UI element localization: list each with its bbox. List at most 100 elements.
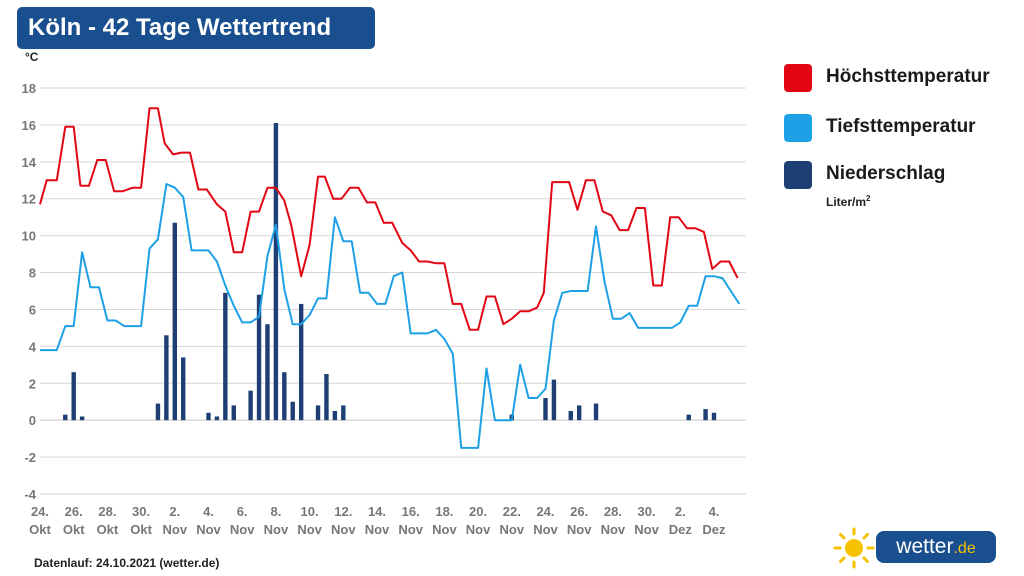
y-tick-label: -4 [24, 487, 36, 502]
x-tick-day: 30. [638, 504, 656, 519]
y-tick-label: 14 [22, 155, 37, 170]
precipitation-bar [256, 294, 262, 421]
x-tick-day: 4. [709, 504, 720, 519]
x-tick-day: 26. [65, 504, 83, 519]
y-tick-label: 6 [29, 302, 36, 317]
y-tick-label: 8 [29, 266, 36, 281]
data-run-note: Datenlauf: 24.10.2021 (wetter.de) [34, 556, 220, 570]
precipitation-bar [181, 357, 186, 421]
x-tick-month: Okt [29, 522, 51, 537]
precipitation-bar [63, 414, 68, 421]
precipitation-bar [551, 379, 557, 421]
precipitation-bar [282, 372, 287, 421]
precipitation-bar [155, 403, 161, 421]
sun-icon [833, 527, 875, 569]
precipitation-bar [290, 401, 295, 421]
x-tick-month: Dez [669, 522, 693, 537]
x-tick-day: 24. [536, 504, 554, 519]
precipitation-bar [248, 390, 253, 421]
x-tick-day: 10. [301, 504, 319, 519]
precipitation-bars [63, 123, 717, 421]
x-tick-month: Nov [466, 522, 491, 537]
precipitation-bar [332, 410, 338, 421]
y-tick-label: 16 [22, 118, 36, 133]
x-tick-day: 4. [203, 504, 214, 519]
x-tick-day: 18. [435, 504, 453, 519]
x-tick-day: 20. [469, 504, 487, 519]
precipitation-bar [265, 324, 270, 421]
precipitation-bar [223, 292, 228, 421]
temperature-chart: -4 -2 0 2 4 6 8 10 12 14 16 18 24. Okt 26. Okt 28. Okt 30… [22, 81, 746, 537]
x-tick-day: 2. [675, 504, 686, 519]
x-tick-day: 28. [604, 504, 622, 519]
x-tick-month: Nov [601, 522, 626, 537]
logo-wordmark: wetter.de [876, 531, 996, 563]
x-tick-month: Nov [365, 522, 390, 537]
legend-label-max-temp: Höchsttemperatur [826, 66, 990, 87]
x-tick-day: 8. [270, 504, 281, 519]
precipitation-bar [576, 405, 582, 421]
precipitation-bar [79, 416, 85, 421]
x-tick-month: Nov [500, 522, 525, 537]
x-tick-month: Nov [163, 522, 188, 537]
x-tick-day: 26. [570, 504, 588, 519]
series-line-max-temp [39, 107, 739, 331]
precipitation-unit: Liter/m2 [826, 194, 870, 209]
x-tick-month: Okt [130, 522, 152, 537]
x-tick-month: Dez [702, 522, 726, 537]
temperature-lines [39, 107, 741, 449]
x-tick-month: Nov [533, 522, 558, 537]
legend-swatch-min-temp [784, 114, 812, 142]
precipitation-bar [315, 405, 321, 421]
grid-lines [40, 87, 746, 495]
x-tick-day: 12. [334, 504, 352, 519]
precipitation-unit-text: Liter/m [826, 195, 867, 209]
precipitation-bar [711, 412, 717, 421]
x-tick-month: Nov [634, 522, 659, 537]
precipitation-bar [206, 412, 211, 421]
legend-swatch-max-temp [784, 64, 812, 92]
y-tick-label: 4 [29, 339, 37, 354]
x-tick-month: Nov [432, 522, 457, 537]
precipitation-bar [341, 405, 346, 421]
x-tick-day: 14. [368, 504, 386, 519]
legend-label-precipitation: Niederschlag [826, 163, 946, 184]
x-tick-month: Nov [398, 522, 423, 537]
precipitation-bar [686, 414, 691, 421]
y-tick-labels: -4 -2 0 2 4 6 8 10 12 14 16 18 [22, 81, 37, 502]
precipitation-bar [593, 403, 599, 421]
logo-suffix: .de [953, 540, 976, 557]
x-tick-month: Nov [196, 522, 221, 537]
x-tick-month: Nov [567, 522, 592, 537]
y-axis-label: °C [25, 50, 39, 64]
precipitation-bar [703, 409, 708, 421]
wetter-de-logo: wetter.de [832, 527, 1002, 569]
precipitation-bar [231, 405, 236, 421]
x-tick-month: Nov [264, 522, 289, 537]
x-tick-labels: 24. Okt 26. Okt 28. Okt 30. Okt 2. Nov 4. Nov 6. Nov 8… [29, 504, 726, 537]
legend-swatch-precipitation [784, 161, 812, 189]
precipitation-bar [543, 398, 548, 421]
precipitation-unit-exponent: 2 [866, 194, 871, 203]
x-tick-month: Okt [97, 522, 119, 537]
y-tick-label: 18 [22, 81, 36, 96]
precipitation-bar [164, 335, 169, 421]
precipitation-bar [298, 303, 304, 421]
x-tick-day: 22. [503, 504, 521, 519]
precipitation-bar [273, 123, 279, 421]
y-tick-label: 2 [29, 376, 36, 391]
precipitation-bar [71, 372, 76, 421]
x-tick-month: Nov [331, 522, 356, 537]
x-tick-day: 30. [132, 504, 150, 519]
chart-title: Köln - 42 Tage Wettertrend [17, 7, 375, 49]
y-tick-label: 0 [29, 413, 36, 428]
logo-text: wetter [896, 535, 954, 558]
y-tick-label: -2 [24, 450, 36, 465]
x-tick-month: Okt [63, 522, 85, 537]
x-tick-day: 28. [98, 504, 116, 519]
x-tick-day: 6. [237, 504, 248, 519]
x-tick-day: 24. [31, 504, 49, 519]
y-tick-label: 12 [22, 192, 36, 207]
precipitation-bar [214, 416, 220, 421]
precipitation-bar [324, 374, 329, 421]
